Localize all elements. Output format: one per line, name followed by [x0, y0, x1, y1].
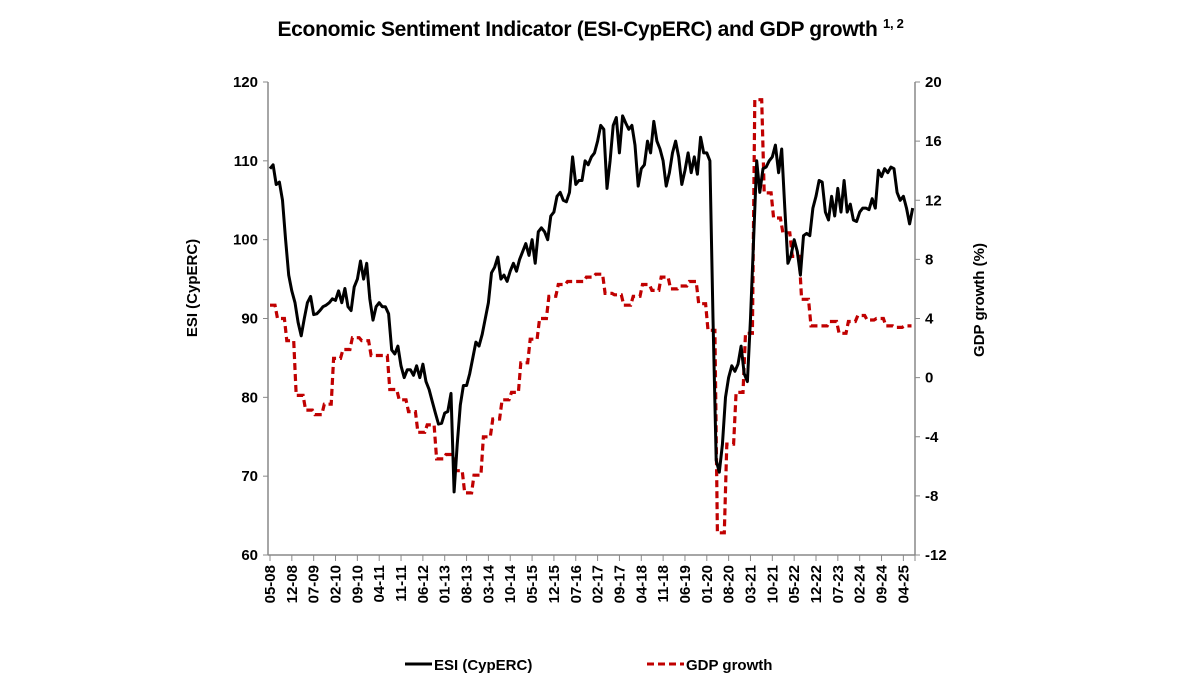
y-axis-left-label: ESI (CypERC)	[184, 239, 201, 337]
y-left-tick-label: 80	[241, 389, 258, 406]
y-axis-right-label: GDP growth (%)	[971, 243, 988, 357]
x-tick-label: 07-09	[306, 565, 323, 603]
y-left-tick-label: 60	[241, 547, 258, 564]
x-tick-label: 08-20	[721, 565, 738, 603]
x-tick-label: 11-18	[655, 565, 672, 603]
x-tick-label: 11-11	[393, 565, 410, 602]
x-tick-label: 06-19	[677, 565, 694, 603]
x-tick-label: 10-21	[764, 565, 781, 603]
x-tick-label: 04-11	[371, 565, 388, 603]
chart-title-footnote: 1, 2	[883, 16, 904, 31]
y-right-tick-label: 4	[925, 311, 934, 328]
x-tick-label: 01-13	[437, 565, 454, 603]
x-tick-label: 07-16	[568, 565, 585, 603]
x-tick-label: 03-21	[742, 565, 759, 603]
x-tick-label: 10-14	[502, 564, 519, 603]
chart-title: Economic Sentiment Indicator (ESI-CypERC…	[0, 16, 1181, 42]
y-right-tick-label: 8	[925, 251, 933, 268]
y-left-tick-label: 70	[241, 468, 258, 485]
legend-esi-label: ESI (CypERC)	[434, 657, 532, 674]
x-tick-label: 09-24	[874, 564, 891, 603]
series-lines	[268, 98, 915, 535]
x-tick-label: 05-08	[262, 565, 279, 603]
legend-gdp-label: GDP growth	[686, 657, 772, 674]
x-tick-label: 06-12	[415, 565, 432, 603]
x-tick-label: 05-22	[786, 565, 803, 603]
y-right-tick-label: 20	[925, 74, 942, 91]
x-tick-label: 12-15	[546, 565, 563, 603]
x-tick-label: 12-08	[284, 565, 301, 603]
x-tick-label: 05-15	[524, 565, 541, 603]
x-tick-label: 01-20	[699, 565, 716, 603]
y-left-tick-label: 100	[233, 232, 258, 249]
y-right-tick-label: 12	[925, 192, 942, 209]
y-left-tick-label: 90	[241, 311, 258, 328]
y-right-tick-label: -8	[925, 488, 938, 505]
x-tick-label: 03-14	[480, 564, 497, 603]
x-tick-label: 04-18	[633, 565, 650, 603]
y-right-tick-label: -12	[925, 547, 947, 564]
x-tick-label: 02-10	[328, 565, 345, 603]
y-right-tick-label: -4	[925, 429, 939, 446]
legend: ESI (CypERC) GDP growth	[405, 657, 772, 674]
chart-title-text: Economic Sentiment Indicator (ESI-CypERC…	[277, 18, 878, 41]
x-tick-label: 02-24	[852, 564, 869, 603]
y-right-tick-label: 0	[925, 370, 933, 387]
x-tick-label: 09-10	[349, 565, 366, 603]
axes: 60 70 80 90 100 110 120 -12 -8 -4 0 4 8 12 16 20 05-08 12…	[233, 74, 947, 603]
gdp-growth-line	[270, 98, 912, 535]
x-tick-label: 07-23	[830, 565, 847, 603]
y-left-tick-label: 120	[233, 74, 258, 91]
x-tick-label: 04-25	[895, 565, 912, 603]
esi-line	[268, 114, 915, 494]
y-left-tick-label: 110	[234, 153, 258, 170]
x-tick-label: 09-17	[611, 565, 628, 603]
x-tick-label: 08-13	[459, 565, 476, 603]
x-tick-label: 12-22	[808, 565, 825, 603]
y-right-tick-label: 16	[925, 133, 942, 150]
x-tick-label: 02-17	[590, 565, 607, 603]
